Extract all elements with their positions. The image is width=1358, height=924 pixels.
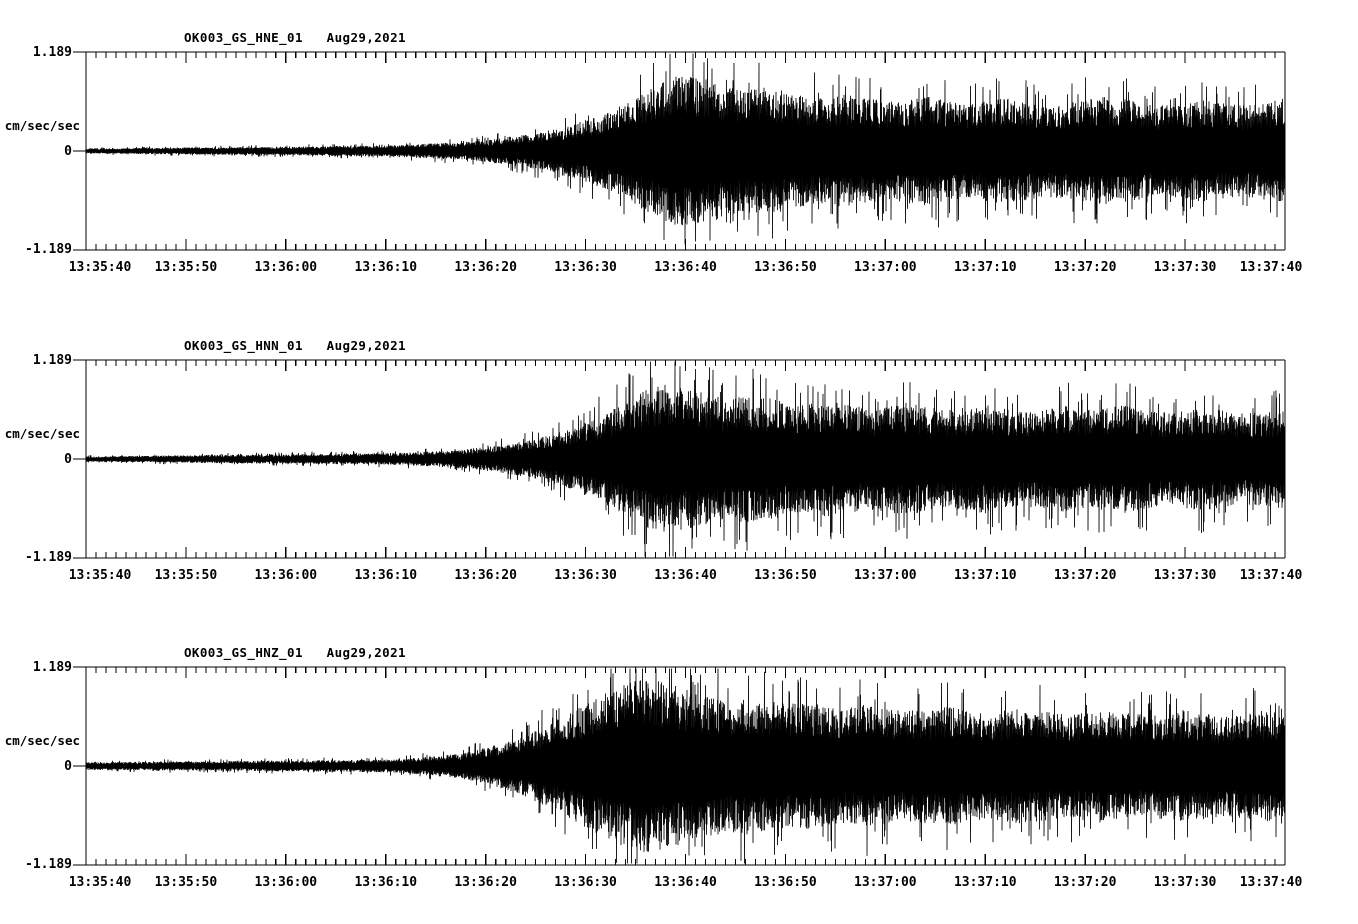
x-axis-tick-label: 13:37:10	[953, 260, 1017, 275]
x-axis-tick-label: 13:36:30	[554, 568, 617, 583]
y-axis-unit-label-hne: cm/sec/sec	[4, 118, 80, 133]
x-axis-tick-label: 13:36:00	[254, 260, 318, 275]
seismogram-panel-hne: OK003_GS_HNE_01 Aug29,2021 cm/sec/sec 1.…	[0, 0, 1358, 300]
x-axis-tick-label: 13:37:20	[1053, 260, 1117, 275]
x-axis-tick-label: 13:36:20	[454, 260, 517, 275]
plot-area-hnz	[73, 666, 1286, 866]
x-axis-tick-label: 13:36:00	[254, 875, 318, 890]
x-axis-tick-label: 13:37:10	[953, 875, 1017, 890]
x-axis-tick-label: 13:35:50	[154, 568, 218, 583]
x-axis-tick-label: 13:37:30	[1153, 875, 1217, 890]
panel-title-hnn: OK003_GS_HNN_01 Aug29,2021	[184, 338, 406, 353]
x-axis-tick-label: 13:36:50	[754, 875, 817, 890]
y-axis-max-label-hnn: 1.189	[32, 353, 72, 368]
x-axis-tick-labels-hnn: 13:35:40 13:35:50 13:36:00 13:36:10 13:36:20…	[0, 568, 1358, 592]
seismogram-panel-hnn: OK003_GS_HNN_01 Aug29,2021 cm/sec/sec 1.…	[0, 308, 1358, 608]
y-axis-zero-label-hnz: 0	[64, 759, 72, 774]
y-axis-min-label-hnn: -1.189	[25, 550, 72, 565]
x-axis-tick-label: 13:37:20	[1053, 875, 1117, 890]
y-axis-unit-label-hnn: cm/sec/sec	[4, 426, 80, 441]
x-axis-tick-label: 13:37:00	[854, 875, 917, 890]
x-axis-tick-label: 13:35:50	[154, 260, 218, 275]
y-axis-zero-label-hnn: 0	[64, 452, 72, 467]
x-axis-tick-label: 13:37:40	[1239, 875, 1303, 890]
x-axis-tick-label: 13:37:00	[854, 260, 917, 275]
x-axis-tick-labels-hne: 13:35:40 13:35:50 13:36:00 13:36:10 13:36:20…	[0, 260, 1358, 284]
x-axis-tick-label: 13:36:50	[754, 568, 817, 583]
x-axis-tick-label: 13:36:10	[354, 875, 418, 890]
x-axis-tick-label: 13:37:40	[1239, 568, 1303, 583]
panel-title-hne: OK003_GS_HNE_01 Aug29,2021	[184, 30, 406, 45]
x-axis-tick-label: 13:36:30	[554, 260, 617, 275]
plot-area-hne	[73, 51, 1286, 251]
x-axis-tick-label: 13:35:50	[154, 875, 218, 890]
y-axis-min-label-hnz: -1.189	[25, 857, 72, 872]
x-axis-tick-label: 13:37:10	[953, 568, 1017, 583]
x-axis-tick-label: 13:37:30	[1153, 568, 1217, 583]
x-axis-tick-label: 13:36:10	[354, 260, 418, 275]
x-axis-tick-label: 13:36:40	[654, 568, 717, 583]
y-axis-max-label-hnz: 1.189	[32, 660, 72, 675]
x-axis-tick-label: 13:37:00	[854, 568, 917, 583]
y-axis-unit-label-hnz: cm/sec/sec	[4, 733, 80, 748]
plot-area-hnn	[73, 359, 1286, 559]
x-axis-tick-label: 13:35:40	[68, 260, 132, 275]
x-axis-tick-label: 13:36:30	[554, 875, 617, 890]
panel-title-hnz: OK003_GS_HNZ_01 Aug29,2021	[184, 645, 406, 660]
x-axis-tick-label: 13:37:30	[1153, 260, 1217, 275]
y-axis-zero-label-hne: 0	[64, 144, 72, 159]
x-axis-tick-label: 13:36:20	[454, 568, 517, 583]
x-axis-tick-label: 13:36:00	[254, 568, 318, 583]
x-axis-tick-label: 13:36:40	[654, 260, 717, 275]
x-axis-tick-label: 13:36:40	[654, 875, 717, 890]
x-axis-tick-label: 13:35:40	[68, 875, 132, 890]
x-axis-tick-label: 13:35:40	[68, 568, 132, 583]
x-axis-tick-label: 13:37:20	[1053, 568, 1117, 583]
x-axis-tick-label: 13:36:20	[454, 875, 517, 890]
y-axis-max-label-hne: 1.189	[32, 45, 72, 60]
x-axis-tick-label: 13:36:50	[754, 260, 817, 275]
seismogram-panel-hnz: OK003_GS_HNZ_01 Aug29,2021 cm/sec/sec 1.…	[0, 615, 1358, 915]
x-axis-tick-label: 13:36:10	[354, 568, 418, 583]
y-axis-min-label-hne: -1.189	[25, 242, 72, 257]
x-axis-tick-labels-hnz: 13:35:40 13:35:50 13:36:00 13:36:10 13:36:20…	[0, 875, 1358, 899]
x-axis-tick-label: 13:37:40	[1239, 260, 1303, 275]
